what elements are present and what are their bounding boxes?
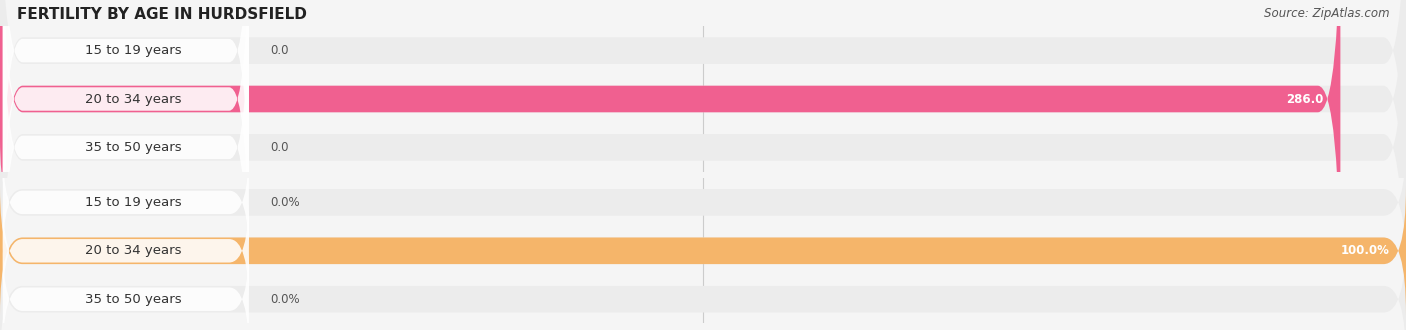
FancyBboxPatch shape <box>0 187 1406 315</box>
Text: 0.0: 0.0 <box>270 44 288 57</box>
FancyBboxPatch shape <box>3 0 249 291</box>
Text: 286.0: 286.0 <box>1286 92 1323 106</box>
Text: 100.0%: 100.0% <box>1340 244 1389 257</box>
FancyBboxPatch shape <box>3 146 249 258</box>
Text: 15 to 19 years: 15 to 19 years <box>86 44 181 57</box>
Text: 0.0%: 0.0% <box>270 293 299 306</box>
Text: 0.0%: 0.0% <box>270 196 299 209</box>
FancyBboxPatch shape <box>0 187 1406 315</box>
Text: 35 to 50 years: 35 to 50 years <box>86 141 181 154</box>
FancyBboxPatch shape <box>0 0 1340 318</box>
Text: 20 to 34 years: 20 to 34 years <box>86 92 181 106</box>
FancyBboxPatch shape <box>3 195 249 307</box>
FancyBboxPatch shape <box>3 0 249 330</box>
Text: 35 to 50 years: 35 to 50 years <box>86 293 181 306</box>
FancyBboxPatch shape <box>0 0 1406 270</box>
Text: FERTILITY BY AGE IN HURDSFIELD: FERTILITY BY AGE IN HURDSFIELD <box>17 7 307 21</box>
Text: 20 to 34 years: 20 to 34 years <box>86 244 181 257</box>
Text: 0.0: 0.0 <box>270 141 288 154</box>
FancyBboxPatch shape <box>0 235 1406 330</box>
FancyBboxPatch shape <box>3 243 249 330</box>
FancyBboxPatch shape <box>3 0 249 242</box>
FancyBboxPatch shape <box>0 0 1406 318</box>
Text: 15 to 19 years: 15 to 19 years <box>86 196 181 209</box>
FancyBboxPatch shape <box>0 138 1406 267</box>
Text: Source: ZipAtlas.com: Source: ZipAtlas.com <box>1264 7 1389 19</box>
